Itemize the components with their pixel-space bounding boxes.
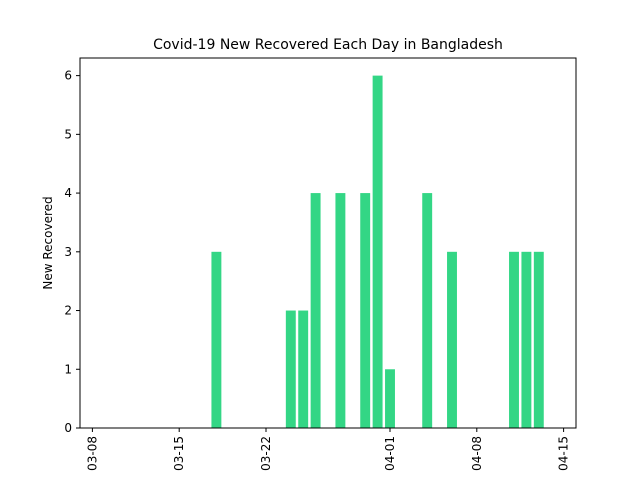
chart-title: Covid-19 New Recovered Each Day in Bangl… (153, 37, 503, 53)
bar-03-25 (298, 310, 309, 428)
y-tick-label: 1 (64, 362, 72, 376)
y-axis-label: New Recovered (41, 196, 55, 289)
bar-04-13 (533, 251, 544, 428)
x-tick-label: 04-15 (557, 436, 571, 471)
bar-04-12 (521, 251, 532, 428)
y-tick-label: 2 (64, 304, 72, 318)
bar-03-30 (360, 193, 371, 428)
bar-03-24 (285, 310, 296, 428)
bar-03-28 (335, 193, 346, 428)
x-tick-label: 03-08 (85, 436, 99, 471)
y-tick-label: 0 (64, 421, 72, 435)
x-tick-label: 04-01 (383, 436, 397, 471)
bar-04-04 (422, 193, 433, 428)
bar-04-11 (509, 251, 519, 428)
bar-03-26 (310, 193, 321, 428)
x-tick-label: 03-15 (172, 436, 186, 471)
bar-03-18 (211, 251, 222, 428)
bar-04-01 (385, 369, 395, 428)
x-axis: 03-08 03-15 03-22 04-01 04-08 04-15 (85, 428, 571, 471)
x-tick-label: 04-08 (470, 436, 484, 471)
plot-frame (79, 57, 577, 429)
y-tick-label: 4 (64, 186, 72, 200)
y-axis: 0 1 2 3 4 5 6 (64, 69, 80, 435)
y-tick-label: 3 (64, 245, 72, 259)
bar-04-06 (447, 251, 457, 428)
x-tick-label: 03-22 (259, 436, 273, 471)
bar-03-31 (372, 75, 383, 429)
bars-group (211, 75, 544, 429)
y-tick-label: 5 (64, 127, 72, 141)
y-tick-label: 6 (64, 69, 72, 83)
